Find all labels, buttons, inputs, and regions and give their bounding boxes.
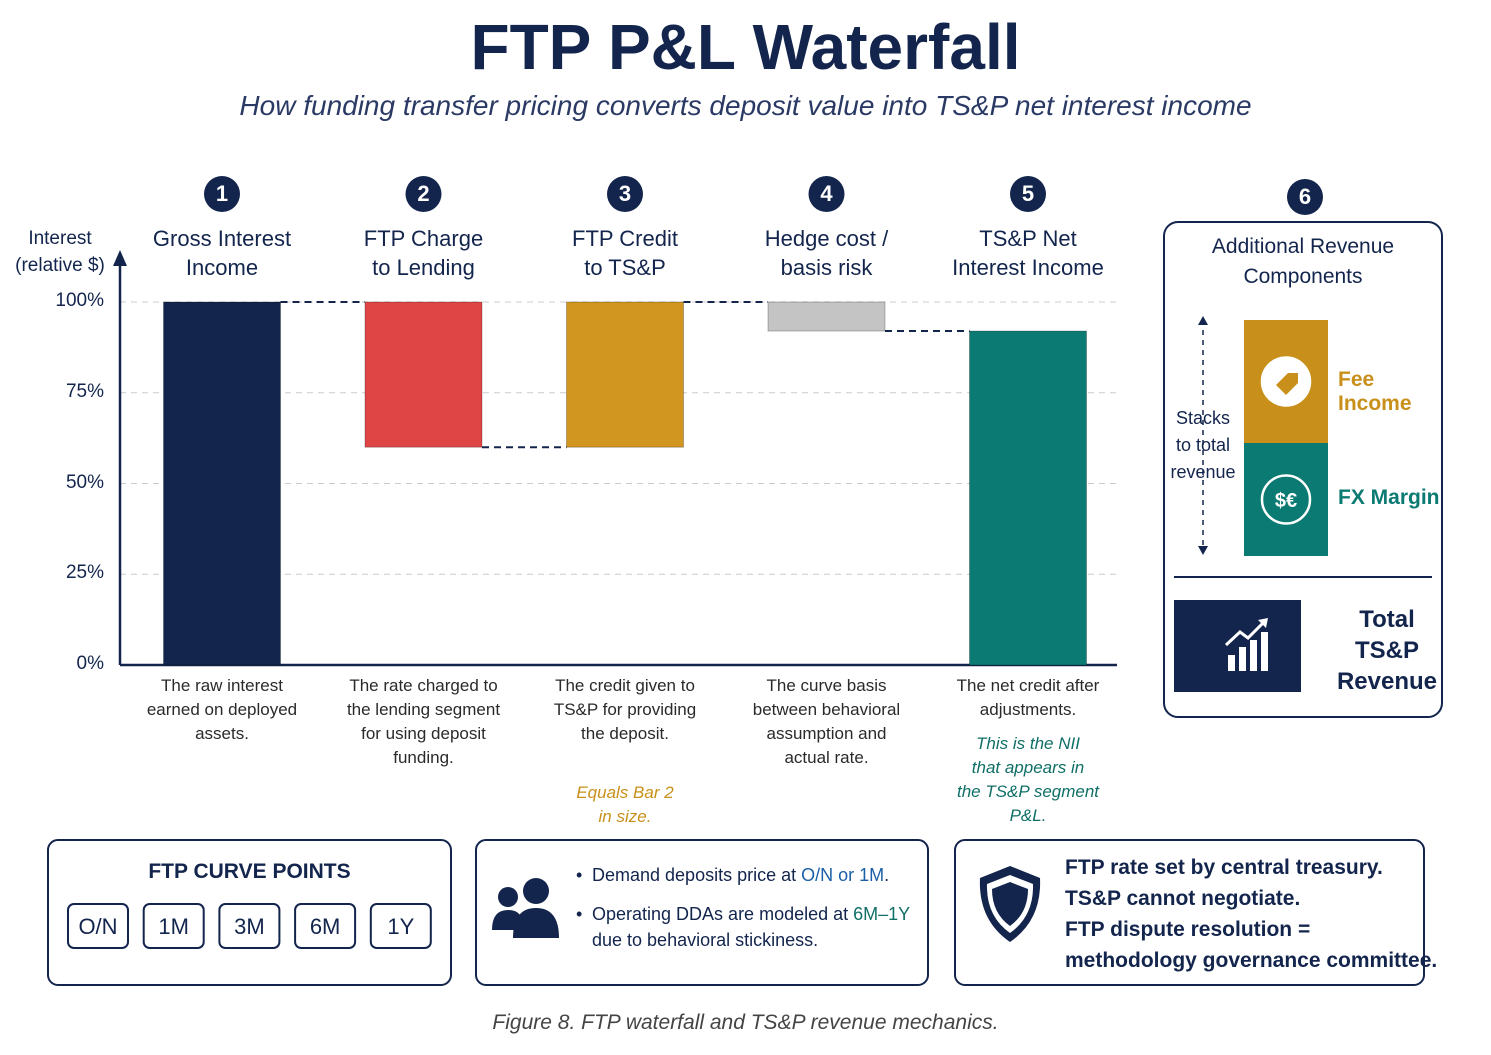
caption: Figure 8. FTP waterfall and TS&P revenue…: [492, 1011, 999, 1034]
step-circle: [204, 176, 240, 212]
highlight: 6M–1Y: [853, 904, 911, 924]
y-tick-label: 100%: [55, 290, 104, 311]
y-tick-label: 50%: [65, 471, 104, 493]
step-number: 5: [1021, 181, 1035, 206]
bar: [969, 330, 1087, 666]
category-label: FTP Charge to Lending: [363, 226, 484, 280]
side-panel-title: Additional Revenue Components: [1211, 235, 1395, 288]
governance-line: TS&P cannot negotiate.: [1065, 887, 1301, 910]
bar-description: The credit given to TS&P for providing t…: [553, 676, 697, 743]
title: FTP P&L Waterfall: [470, 11, 1021, 83]
y-tick-label: 75%: [65, 380, 104, 402]
stack-item-label: Fee Income: [1338, 367, 1412, 415]
y-tick-label: 25%: [65, 562, 104, 584]
category-label: Hedge cost / basis risk: [764, 226, 889, 280]
curve-point: 6M: [309, 914, 341, 939]
governance-line: FTP rate set by central treasury.: [1065, 856, 1383, 879]
curve-panel-title: FTP CURVE POINTS: [148, 860, 351, 883]
stack-segment: [1244, 443, 1328, 556]
total-label: Total TS&P Revenue: [1336, 606, 1438, 695]
y-tick-label: 0%: [76, 653, 104, 674]
curve-point-chip: [369, 903, 432, 949]
stack-item-label: FX Margin: [1338, 485, 1440, 509]
side-panel-box: [1163, 221, 1443, 718]
curve-panel-box: [47, 839, 452, 986]
governance-text: FTP rate set by central treasury. TS&P ca…: [1065, 852, 1437, 976]
curve-point: 1M: [158, 914, 189, 939]
step-number: 4: [820, 181, 833, 206]
shield-icon: [979, 866, 1041, 942]
bullet-text: .: [884, 865, 890, 885]
category-label: Gross Interest Income: [152, 226, 292, 280]
step-number: 1: [215, 181, 229, 206]
bullet-text: Demand deposits price at: [592, 865, 802, 885]
tag-icon: [1276, 373, 1298, 395]
curve-point-chip: [142, 903, 205, 949]
y-axis-label: Interest (relative $): [15, 228, 105, 276]
bullet-text: due to behavioral stickiness.: [592, 930, 819, 950]
step-circle: [607, 176, 643, 212]
step-number: 2: [417, 181, 430, 206]
governance-line: FTP dispute resolution =: [1065, 918, 1311, 941]
step-circle: [1010, 176, 1046, 212]
step-number: 6: [1298, 184, 1312, 209]
category-label: TS&P Net Interest Income: [952, 226, 1104, 280]
curve-point-chip: [67, 903, 129, 949]
y-axis-arrow: [113, 250, 127, 266]
bar: [767, 301, 886, 332]
subtitle: How funding transfer pricing converts de…: [239, 90, 1252, 121]
bullet: • Demand deposits price at O/N or 1M.: [576, 862, 921, 888]
bar-description: The curve basis between behavioral assum…: [752, 676, 901, 767]
bar: [163, 301, 281, 666]
deposit-panel-box: [475, 839, 929, 986]
curve-point: O/N: [78, 914, 118, 939]
curve-point-chip: [294, 903, 357, 949]
bar-note: Equals Bar 2 in size.: [576, 783, 674, 826]
stack-label: Stacks to total revenue: [1170, 408, 1236, 482]
growth-icon: [1224, 618, 1268, 671]
step-circle: [1287, 179, 1323, 215]
bar: [566, 301, 684, 448]
currency-icon: $€: [1275, 490, 1297, 512]
highlight: O/N or 1M: [801, 865, 885, 885]
icon-circle: [1260, 474, 1312, 525]
curve-point: 3M: [234, 914, 265, 939]
bar-note: This is the NII that appears in the TS&P…: [956, 734, 1100, 825]
curve-point: 1Y: [387, 914, 415, 939]
bullet-list: • Demand deposits price at O/N or 1M. • Ope…: [576, 862, 921, 966]
curve-point-chip: [218, 903, 281, 949]
total-box: [1174, 600, 1301, 692]
bullet-dot: •: [576, 865, 583, 885]
governance-line: methodology governance committee.: [1065, 949, 1438, 972]
governance-panel-box: [954, 839, 1425, 986]
step-number: 3: [618, 181, 632, 206]
bullet-text: Operating DDAs are modeled at: [592, 904, 854, 924]
step-circle: [808, 176, 845, 212]
bullet: • Operating DDAs are modeled at 6M–1Y due…: [576, 901, 921, 953]
bar: [364, 301, 483, 448]
step-circle: [405, 176, 442, 212]
bullet-dot: •: [576, 904, 583, 924]
bar-description: The raw interest earned on deployed asse…: [146, 676, 298, 743]
people-icon: [492, 878, 559, 938]
category-label: FTP Credit to TS&P: [572, 226, 678, 280]
bar-description: The net credit after adjustments.: [956, 676, 1100, 719]
bar-description: The rate charged to the lending segment …: [346, 676, 501, 767]
